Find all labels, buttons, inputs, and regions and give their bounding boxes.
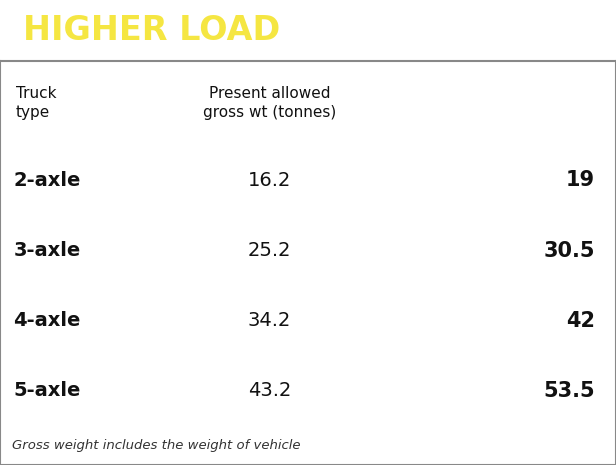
Text: Present allowed
gross wt (tonnes): Present allowed gross wt (tonnes) [203, 86, 336, 120]
Text: 25.2: 25.2 [248, 241, 291, 260]
Text: 19: 19 [566, 170, 595, 190]
Text: 2-axle: 2-axle [14, 171, 81, 190]
Text: 4-axle: 4-axle [14, 311, 81, 330]
Text: Proposed wt
(approx): Proposed wt (approx) [458, 86, 565, 120]
Text: HIGHER LOAD IN THE OFFING: HIGHER LOAD IN THE OFFING [34, 14, 582, 47]
Text: Truck
type: Truck type [16, 86, 57, 120]
Text: 3-axle: 3-axle [14, 241, 81, 260]
Text: HIGHER LOAD: HIGHER LOAD [23, 14, 280, 47]
Text: 53.5: 53.5 [543, 381, 595, 401]
Text: 34.2: 34.2 [248, 311, 291, 330]
Text: Gross weight includes the weight of vehicle: Gross weight includes the weight of vehi… [12, 439, 301, 452]
Text: 5-axle: 5-axle [14, 381, 81, 400]
Text: 16.2: 16.2 [248, 171, 291, 190]
Text: 30.5: 30.5 [543, 240, 595, 260]
Text: 43.2: 43.2 [248, 381, 291, 400]
Text: 42: 42 [566, 311, 595, 331]
